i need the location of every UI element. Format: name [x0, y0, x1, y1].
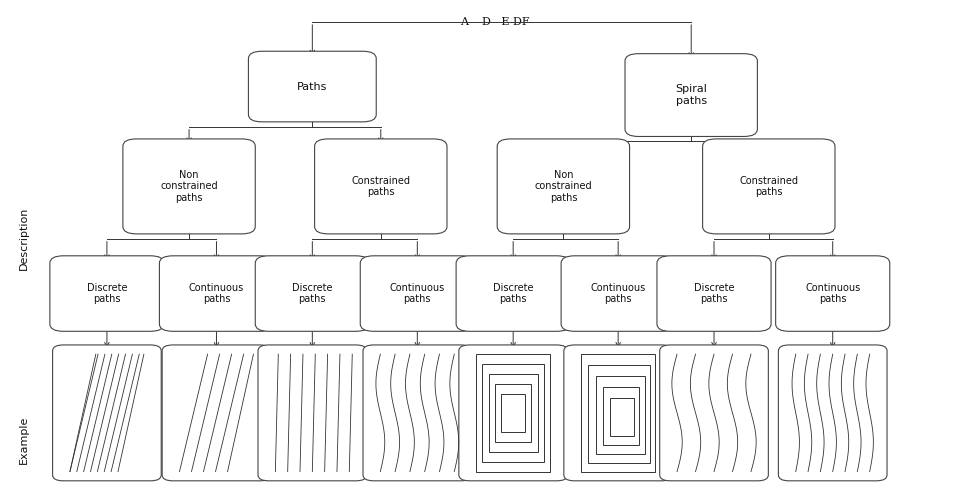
- FancyBboxPatch shape: [360, 256, 475, 331]
- Text: Continuous
paths: Continuous paths: [189, 283, 244, 304]
- FancyBboxPatch shape: [363, 345, 472, 481]
- FancyBboxPatch shape: [776, 256, 890, 331]
- Bar: [502, 394, 525, 432]
- FancyBboxPatch shape: [659, 345, 769, 481]
- Text: Discrete
paths: Discrete paths: [694, 283, 734, 304]
- FancyBboxPatch shape: [256, 256, 369, 331]
- FancyBboxPatch shape: [123, 139, 256, 234]
- Text: Continuous
paths: Continuous paths: [591, 283, 646, 304]
- Text: Non
constrained
paths: Non constrained paths: [534, 170, 592, 203]
- FancyBboxPatch shape: [625, 54, 757, 137]
- FancyBboxPatch shape: [248, 51, 377, 122]
- Bar: [482, 364, 544, 462]
- Bar: [588, 365, 650, 463]
- Text: Continuous
paths: Continuous paths: [390, 283, 445, 304]
- FancyBboxPatch shape: [258, 345, 367, 481]
- Text: Paths: Paths: [297, 82, 328, 91]
- Text: Discrete
paths: Discrete paths: [292, 283, 333, 304]
- Text: A    D   E DF: A D E DF: [460, 17, 530, 27]
- Bar: [477, 354, 550, 472]
- Text: Spiral
paths: Spiral paths: [676, 84, 707, 106]
- Text: Non
constrained
paths: Non constrained paths: [160, 170, 218, 203]
- Bar: [489, 374, 537, 452]
- FancyBboxPatch shape: [561, 256, 676, 331]
- FancyBboxPatch shape: [497, 139, 629, 234]
- Text: Continuous
paths: Continuous paths: [805, 283, 860, 304]
- Bar: [495, 384, 531, 442]
- Bar: [610, 398, 634, 436]
- FancyBboxPatch shape: [160, 256, 274, 331]
- Bar: [596, 376, 645, 454]
- FancyBboxPatch shape: [314, 139, 447, 234]
- FancyBboxPatch shape: [564, 345, 673, 481]
- FancyBboxPatch shape: [53, 345, 161, 481]
- Bar: [581, 354, 655, 472]
- FancyBboxPatch shape: [778, 345, 887, 481]
- FancyBboxPatch shape: [458, 345, 568, 481]
- Text: Discrete
paths: Discrete paths: [493, 283, 533, 304]
- Text: Example: Example: [19, 415, 29, 464]
- FancyBboxPatch shape: [702, 139, 835, 234]
- FancyBboxPatch shape: [162, 345, 271, 481]
- Text: Discrete
paths: Discrete paths: [86, 283, 127, 304]
- FancyBboxPatch shape: [50, 256, 164, 331]
- Text: Description: Description: [19, 207, 29, 270]
- FancyBboxPatch shape: [657, 256, 771, 331]
- Text: Constrained
paths: Constrained paths: [739, 175, 799, 197]
- Bar: [603, 387, 639, 445]
- Text: Constrained
paths: Constrained paths: [352, 175, 410, 197]
- FancyBboxPatch shape: [456, 256, 570, 331]
